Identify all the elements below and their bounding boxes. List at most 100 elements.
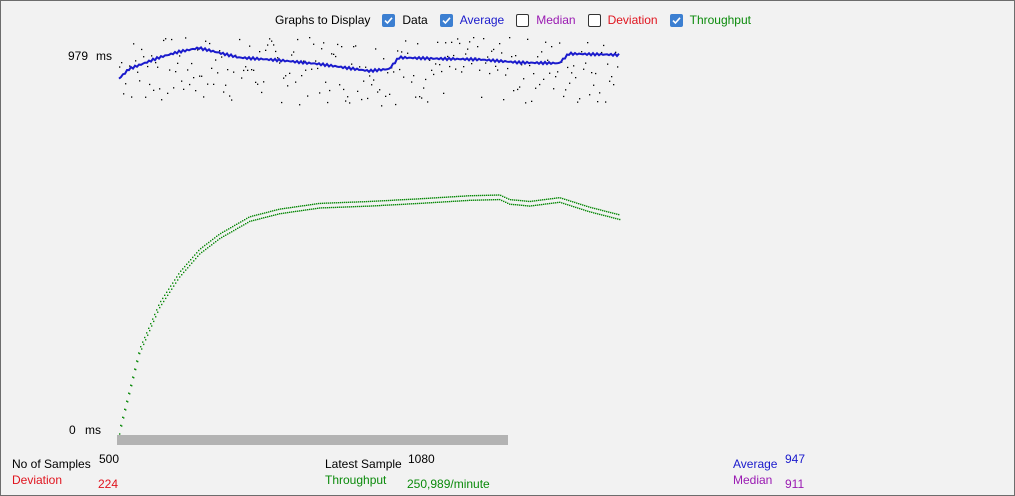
deviation-checkbox[interactable] — [587, 13, 601, 27]
data-point — [179, 55, 181, 57]
throughput-point — [521, 204, 523, 206]
throughput-point — [545, 203, 547, 205]
throughput-point — [490, 194, 492, 196]
throughput-point — [519, 204, 521, 206]
throughput-point — [603, 214, 605, 217]
throughput-point — [340, 201, 342, 204]
data-point — [347, 96, 349, 98]
throughput-point — [215, 241, 217, 243]
data-point — [559, 42, 561, 44]
throughput-point — [384, 200, 386, 202]
data-point — [219, 50, 221, 52]
data-point — [351, 63, 353, 65]
data-option[interactable]: Data — [382, 13, 428, 27]
data-point — [313, 43, 315, 45]
throughput-point — [182, 268, 184, 270]
average-option[interactable]: Average — [439, 13, 504, 27]
throughput-point — [574, 201, 576, 204]
throughput-point — [520, 199, 522, 202]
throughput-point — [412, 198, 414, 200]
data-point — [599, 92, 601, 94]
throughput-point — [568, 199, 570, 202]
throughput-point — [181, 274, 183, 276]
data-point — [209, 42, 211, 45]
throughput-point — [345, 206, 347, 208]
throughput-point — [610, 211, 612, 214]
average-checkbox[interactable] — [439, 13, 453, 27]
throughput-point — [480, 194, 482, 197]
throughput-point — [563, 202, 565, 205]
throughput-point — [579, 207, 581, 210]
throughput-point — [613, 217, 615, 219]
data-point — [225, 84, 227, 86]
throughput-point — [286, 207, 288, 209]
throughput-point — [407, 203, 409, 205]
throughput-point — [239, 226, 241, 228]
throughput-point — [274, 209, 276, 212]
data-checkbox[interactable] — [382, 13, 396, 27]
data-point — [437, 41, 439, 43]
throughput-point — [483, 199, 485, 201]
data-point — [153, 89, 155, 91]
throughput-point — [430, 197, 432, 199]
data-point — [129, 65, 131, 67]
throughput-point — [601, 214, 603, 216]
data-point — [365, 66, 367, 68]
throughput-point — [399, 203, 401, 206]
throughput-point — [398, 199, 400, 201]
data-point — [233, 71, 235, 73]
throughput-point — [582, 204, 584, 206]
data-point — [451, 41, 453, 43]
throughput-point — [261, 217, 263, 219]
throughput-point — [348, 201, 350, 203]
deviation-option[interactable]: Deviation — [587, 13, 658, 27]
y-axis-top-unit: ms — [96, 49, 112, 63]
data-point — [355, 45, 357, 47]
throughput-point — [608, 211, 610, 213]
throughput-checkbox[interactable] — [669, 13, 683, 27]
throughput-point — [443, 201, 445, 203]
throughput-point — [219, 237, 221, 240]
throughput-point — [147, 334, 149, 336]
throughput-point — [253, 219, 255, 222]
data-point — [591, 72, 593, 74]
throughput-point — [234, 224, 236, 227]
throughput-point — [444, 196, 446, 198]
throughput-point — [502, 195, 504, 198]
throughput-point — [445, 201, 447, 203]
throughput-point — [585, 209, 587, 212]
throughput-point — [322, 202, 324, 204]
latest-sample-value: 1080 — [408, 452, 435, 466]
throughput-point — [449, 200, 451, 203]
throughput-point — [551, 202, 553, 204]
throughput-point — [440, 196, 442, 199]
data-point — [587, 42, 589, 44]
throughput-option-label: Throughput — [689, 13, 751, 27]
throughput-point — [135, 368, 137, 371]
throughput-point — [381, 204, 383, 207]
throughput-option[interactable]: Throughput — [669, 13, 751, 27]
throughput-point — [240, 221, 242, 223]
throughput-point — [591, 211, 593, 213]
data-point — [349, 102, 351, 104]
data-point — [339, 84, 341, 86]
throughput-point — [583, 209, 585, 211]
throughput-point — [320, 202, 322, 205]
data-point — [549, 72, 551, 74]
throughput-point — [300, 205, 302, 207]
throughput-point — [580, 203, 582, 206]
throughput-point — [575, 206, 577, 209]
throughput-point — [155, 316, 157, 318]
throughput-point — [382, 200, 384, 202]
horizontal-scrollbar[interactable] — [117, 435, 508, 445]
median-checkbox[interactable] — [516, 13, 530, 27]
throughput-point — [142, 341, 144, 343]
throughput-point — [456, 195, 458, 198]
throughput-point — [552, 197, 554, 200]
throughput-point — [566, 199, 568, 201]
median-option[interactable]: Median — [516, 13, 576, 27]
throughput-point — [264, 212, 266, 214]
throughput-point — [294, 206, 296, 208]
throughput-point — [243, 224, 245, 226]
